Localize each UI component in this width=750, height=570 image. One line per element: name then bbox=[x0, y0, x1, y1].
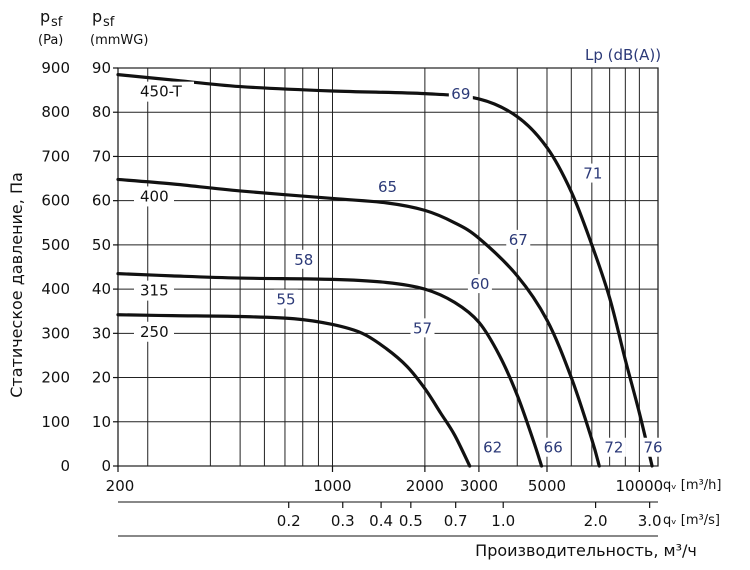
y-tick-label-pa: 800 bbox=[41, 103, 70, 121]
y-tick-label-pa: 600 bbox=[41, 192, 70, 210]
x-unit-label-m3s: qᵥ [m³/s] bbox=[663, 513, 720, 528]
y-tick-label-pa: 0 bbox=[60, 457, 70, 475]
fan-curve-450-T bbox=[116, 73, 654, 468]
fan-curve-315 bbox=[116, 272, 544, 468]
y-tick-label-mmwg: 10 bbox=[92, 413, 111, 431]
noise-label: 62 bbox=[483, 439, 502, 457]
x-tick-label-m3s: 0.5 bbox=[399, 512, 423, 530]
noise-label: 55 bbox=[276, 291, 295, 309]
noise-label-bg bbox=[291, 249, 316, 269]
x-tick-label-m3s: 0.3 bbox=[331, 512, 355, 530]
noise-label: 60 bbox=[470, 275, 489, 293]
x-tick-label-m3h: 10000 bbox=[616, 477, 664, 495]
noise-label-bg bbox=[480, 437, 505, 457]
x-tick-label-m3s: 0.4 bbox=[369, 512, 393, 530]
grid-layer bbox=[113, 67, 659, 537]
x-tick-label-m3h: 1000 bbox=[313, 477, 351, 495]
x-tick-label-m3h: 2000 bbox=[406, 477, 444, 495]
noise-label: 76 bbox=[644, 439, 663, 457]
noise-label: 66 bbox=[544, 439, 563, 457]
noise-label: 71 bbox=[583, 165, 602, 183]
y-tick-label-pa: 400 bbox=[41, 280, 70, 298]
model-label-250: 250 bbox=[140, 323, 169, 341]
noise-label-bg bbox=[410, 318, 435, 338]
noise-header: Lp (dB(A)) bbox=[585, 46, 661, 64]
noise-label-bg bbox=[273, 289, 298, 309]
model-label-bg bbox=[134, 321, 174, 342]
y-header-mmwg-unit: (mmWG) bbox=[90, 33, 148, 48]
noise-label-bg bbox=[601, 437, 626, 457]
noise-label: 65 bbox=[378, 178, 397, 196]
y-header-mmwg-symbol: p bbox=[92, 7, 102, 26]
noise-label-bg bbox=[448, 83, 473, 103]
model-label-315: 315 bbox=[140, 282, 169, 300]
label-layer: 0 100 200 300 400 500 600 700 800 900 0 10 20 30 40 50 6… bbox=[41, 59, 666, 530]
x-tick-label-m3s: 1.0 bbox=[491, 512, 515, 530]
x-tick-label-m3s: 0.2 bbox=[277, 512, 301, 530]
y-tick-label-mmwg: 40 bbox=[92, 280, 111, 298]
model-label-400: 400 bbox=[140, 187, 169, 205]
model-label-450-T: 450-T bbox=[140, 83, 183, 101]
plot-frame bbox=[117, 67, 659, 467]
y-tick-label-mmwg: 60 bbox=[92, 192, 111, 210]
y-header-pa-unit: (Pa) bbox=[38, 33, 63, 48]
y-tick-label-pa: 100 bbox=[41, 413, 70, 431]
x-tick-label-m3h: 5000 bbox=[528, 477, 566, 495]
y-tick-label-mmwg: 90 bbox=[92, 59, 111, 77]
y-tick-label-mmwg: 70 bbox=[92, 147, 111, 165]
x-unit-label-m3h: qᵥ [m³/h] bbox=[663, 478, 721, 493]
x-tick-label-m3h: 3000 bbox=[460, 477, 498, 495]
curve-layer bbox=[116, 73, 654, 468]
noise-label: 67 bbox=[509, 231, 528, 249]
y-axis-title: Статическое давление, Па bbox=[7, 172, 26, 398]
noise-label: 58 bbox=[294, 251, 313, 269]
noise-label-bg bbox=[541, 437, 566, 457]
noise-label-bg bbox=[375, 176, 400, 196]
noise-label: 72 bbox=[604, 439, 623, 457]
y-tick-label-pa: 700 bbox=[41, 147, 70, 165]
model-label-bg bbox=[134, 81, 194, 102]
model-label-bg bbox=[134, 186, 174, 207]
y-tick-label-pa: 900 bbox=[41, 59, 70, 77]
fan-curve-400 bbox=[116, 177, 601, 468]
y-tick-label-pa: 500 bbox=[41, 236, 70, 254]
noise-label: 69 bbox=[451, 85, 470, 103]
noise-label: 57 bbox=[413, 319, 432, 337]
y-header-pa-sub: sf bbox=[51, 15, 63, 30]
x-axis-title: Производительность, м³/ч bbox=[475, 541, 697, 560]
x-tick-label-m3s: 0.7 bbox=[444, 512, 468, 530]
noise-label-bg bbox=[467, 274, 492, 294]
y-tick-label-pa: 200 bbox=[41, 369, 70, 387]
y-tick-label-mmwg: 30 bbox=[92, 324, 111, 342]
y-header-pa-symbol: p bbox=[40, 7, 50, 26]
noise-label-bg bbox=[506, 229, 531, 249]
y-tick-label-mmwg: 20 bbox=[92, 369, 111, 387]
y-header-mmwg-sub: sf bbox=[103, 15, 115, 30]
y-tick-label-mmwg: 50 bbox=[92, 236, 111, 254]
y-tick-label-mmwg: 0 bbox=[101, 457, 111, 475]
x-tick-label-m3s: 2.0 bbox=[584, 512, 608, 530]
noise-label-bg bbox=[580, 163, 605, 183]
y-tick-label-mmwg: 80 bbox=[92, 103, 111, 121]
x-tick-label-m3s: 3.0 bbox=[638, 512, 662, 530]
x-tick-label-m3h: 200 bbox=[106, 477, 135, 495]
model-label-bg bbox=[134, 280, 174, 301]
y-tick-label-pa: 300 bbox=[41, 324, 70, 342]
noise-label-bg bbox=[641, 437, 666, 457]
fan-curve-250 bbox=[116, 313, 472, 468]
